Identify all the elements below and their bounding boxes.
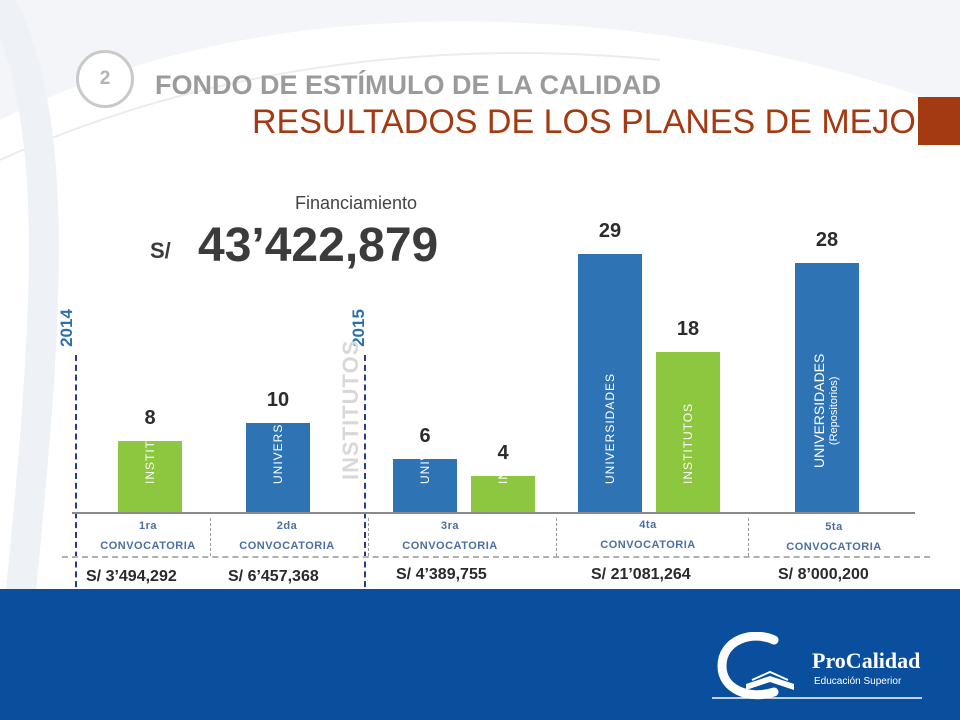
bar-value-label: 29: [598, 220, 622, 242]
bar-value-label: 8: [144, 407, 156, 429]
section-number-badge: 2: [76, 50, 134, 108]
convocatoria-ordinal: 3ra: [440, 520, 460, 532]
financing-currency: S/: [150, 238, 171, 263]
convocatoria-ordinal: 5ta: [825, 521, 843, 533]
bar-institutos-3: INSTITUTOS: [471, 403, 535, 512]
title-accent-box: [918, 97, 960, 145]
financing-total: 43’422,879: [198, 219, 439, 272]
convocatoria-label-2: 2da CONVOCATORIA: [217, 516, 357, 556]
background-curves: [0, 0, 960, 600]
convocatoria-word: CONVOCATORIA: [100, 540, 196, 552]
bar-category-label: UNIVERSIDADES (Repositorios): [811, 353, 842, 468]
bar-value-label: 6: [419, 425, 431, 447]
amount-convocatoria-2: S/ 6’457,368: [228, 568, 319, 585]
bar-value-label: 4: [497, 442, 509, 464]
year-divider-2015: [364, 355, 366, 597]
logo-tagline: Educación Superior: [814, 676, 902, 687]
convocatoria-ordinal: 2da: [276, 520, 298, 532]
convocatoria-word: CONVOCATORIA: [600, 539, 696, 551]
bar-category-sub: (Repositorios): [828, 376, 840, 446]
page-subtitle: FONDO DE ESTÍMULO DE LA CALIDAD: [155, 70, 661, 100]
bar-universidades-4: UNIVERSIDADES: [578, 254, 642, 512]
group-separator: [210, 518, 211, 556]
group-separator: [556, 518, 557, 556]
convocatoria-word: CONVOCATORIA: [239, 540, 335, 552]
bar-universidades-3: UNIVERSIDADES: [393, 373, 457, 512]
year-label-2014: 2014: [56, 309, 76, 347]
page-title: RESULTADOS DE LOS PLANES DE MEJORA: [252, 103, 960, 141]
convocatoria-label-1: 1ra CONVOCATORIA: [78, 516, 218, 556]
financing-label: Financiamiento: [295, 193, 418, 213]
convocatoria-ordinal: 4ta: [639, 519, 657, 531]
amount-convocatoria-3: S/ 4’389,755: [396, 566, 487, 583]
ghost-institutos-label: INSTITUTOS: [338, 339, 363, 480]
convocatoria-ordinal: 1ra: [138, 520, 158, 532]
bar-universidades-5: UNIVERSIDADES (Repositorios): [795, 263, 859, 512]
amount-divider: [62, 556, 930, 558]
logo-name: ProCalidad: [812, 648, 920, 673]
amount-convocatoria-5: S/ 8’000,200: [778, 566, 869, 583]
convocatoria-word: CONVOCATORIA: [786, 541, 882, 553]
convocatoria-label-5: 5ta CONVOCATORIA: [764, 517, 904, 557]
bar-category-label: UNIVERSIDADES: [603, 372, 617, 484]
bar-institutos-1: INSTITUTOS: [118, 403, 182, 512]
bar-value-label: 28: [815, 229, 839, 251]
bar-institutos-4: INSTITUTOS: [656, 352, 720, 512]
bar-category-main: UNIVERSIDADES: [811, 353, 827, 468]
group-separator: [368, 518, 369, 556]
procalidad-logo: ProCalidad Educación Superior: [712, 632, 922, 700]
convocatoria-label-4: 4ta CONVOCATORIA: [578, 515, 718, 555]
bar-value-label: 18: [676, 318, 700, 340]
year-divider-2014: [75, 355, 77, 597]
bar-value-label: 10: [266, 389, 290, 411]
convocatoria-word: CONVOCATORIA: [402, 540, 498, 552]
bar-category-label: INSTITUTOS: [681, 402, 695, 484]
convocatoria-label-3: 3ra CONVOCATORIA: [380, 516, 520, 556]
amount-convocatoria-1: S/ 3’494,292: [86, 568, 177, 585]
bar-universidades-2: UNIVERSIDADES: [246, 373, 310, 512]
amount-convocatoria-4: S/ 21’081,264: [591, 566, 691, 583]
group-separator: [748, 518, 749, 556]
chart-baseline: [72, 512, 915, 514]
